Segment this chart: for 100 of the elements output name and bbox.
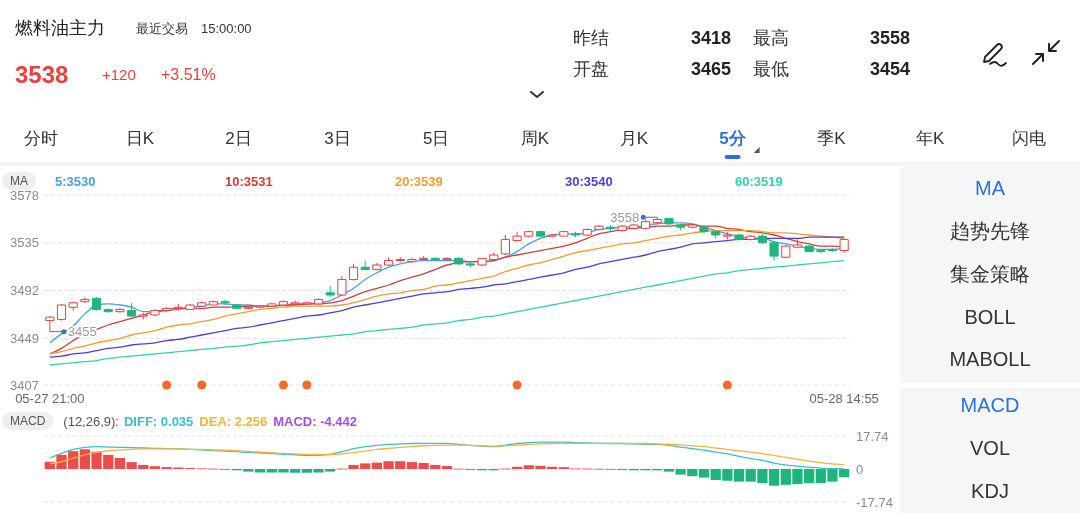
text: 3558 [870, 28, 911, 48]
y-tick-label: 3535 [10, 235, 39, 251]
candlestick [407, 257, 417, 264]
candlestick [711, 230, 721, 239]
text: 3454 [870, 59, 911, 79]
y-tick-label: 17.74 [856, 428, 889, 444]
candlestick [348, 263, 359, 282]
candlestick [629, 223, 639, 230]
text: 日K [125, 128, 155, 148]
candlestick [372, 262, 382, 272]
x-tick-label: 05-27 21:00 [15, 390, 85, 406]
text: 昨结 [573, 28, 609, 48]
y-tick-label: 3492 [10, 283, 39, 299]
candlestick [208, 300, 218, 306]
text: 5分 [719, 128, 747, 148]
text: 趋势先锋 [950, 220, 1030, 242]
candlestick [419, 255, 429, 262]
candlestick [185, 303, 195, 310]
candlestick [617, 224, 627, 233]
text: 最高 [753, 28, 789, 48]
text: 集金策略 [950, 263, 1030, 285]
candlestick [664, 217, 674, 226]
text: BOLL [964, 306, 1016, 328]
y-tick-label: 0 [856, 461, 864, 477]
bar [441, 466, 453, 469]
text: 3418 [691, 28, 732, 48]
candlestick [769, 241, 779, 262]
candlestick [395, 256, 405, 263]
text: 季K [817, 128, 847, 148]
candlestick [746, 234, 756, 242]
text: 分时 [24, 128, 58, 148]
bar [698, 469, 710, 478]
text: 2日 [225, 128, 252, 148]
candlestick [430, 256, 440, 262]
candlestick [816, 248, 826, 254]
text: 30:3540 [565, 173, 613, 189]
candlestick [127, 302, 137, 318]
candlestick [138, 312, 148, 320]
text: MABOLL [949, 348, 1031, 370]
candlestick [313, 297, 324, 305]
candlestick [757, 233, 767, 245]
candlestick [56, 303, 67, 322]
candlestick [477, 257, 487, 267]
annotation: 3558 [610, 209, 640, 225]
y-tick-label: 3578 [10, 187, 39, 203]
candlestick [804, 244, 814, 253]
text: MA [975, 177, 1006, 199]
series-label: DIFF: 0.035 [123, 413, 194, 429]
candlestick [80, 296, 90, 304]
candlestick [360, 260, 370, 272]
text: 开盘 [573, 59, 609, 79]
candlestick [792, 238, 803, 249]
text: 3日 [324, 128, 351, 148]
text: 5日 [422, 128, 450, 148]
text: VOL [969, 437, 1011, 459]
text: 3465 [691, 59, 732, 79]
text: MACD: -4.442 [273, 413, 358, 429]
candlestick [839, 237, 849, 254]
text: MACD [960, 394, 1020, 416]
candlestick [68, 301, 78, 312]
y-tick-label: 3449 [10, 330, 39, 346]
candlestick [570, 231, 581, 238]
candlestick [722, 231, 732, 240]
candlestick [734, 233, 744, 242]
text: 20:3539 [395, 173, 443, 189]
candlestick [687, 223, 697, 229]
legend-title: MA [10, 174, 28, 188]
candlestick [465, 261, 475, 268]
text: 燃料油主力 [15, 18, 105, 38]
text: 15:00:00 [201, 20, 252, 36]
y-tick-label: -17.74 [856, 494, 893, 510]
text: 5:3530 [55, 173, 96, 189]
text: 60:3519 [735, 173, 783, 189]
text: 最低 [753, 59, 789, 79]
candlestick [255, 304, 265, 309]
candlestick [45, 315, 55, 333]
candlestick [500, 234, 510, 256]
text: KDJ [971, 480, 1009, 502]
candlestick [676, 223, 686, 232]
candlestick [442, 256, 452, 262]
candlestick [325, 285, 335, 298]
line-series [49, 259, 845, 366]
text: 10:3531 [225, 173, 273, 189]
series-label: DEA: 2.256 [199, 413, 268, 429]
candlestick [302, 301, 312, 306]
candlestick [173, 303, 183, 312]
candlestick [640, 218, 651, 230]
x-tick-label: 05-28 14:55 [809, 390, 879, 406]
text: +3.51% [161, 65, 216, 83]
candlestick [115, 307, 125, 314]
legend-title: MACD [9, 414, 46, 428]
candlestick [232, 303, 242, 309]
candlestick [699, 225, 709, 234]
candlestick [150, 308, 160, 317]
candlestick [91, 296, 102, 312]
candlestick [278, 300, 289, 306]
candlestick [652, 216, 662, 225]
text: 月K [619, 128, 649, 148]
candlestick [384, 256, 394, 267]
candlestick [162, 306, 172, 313]
